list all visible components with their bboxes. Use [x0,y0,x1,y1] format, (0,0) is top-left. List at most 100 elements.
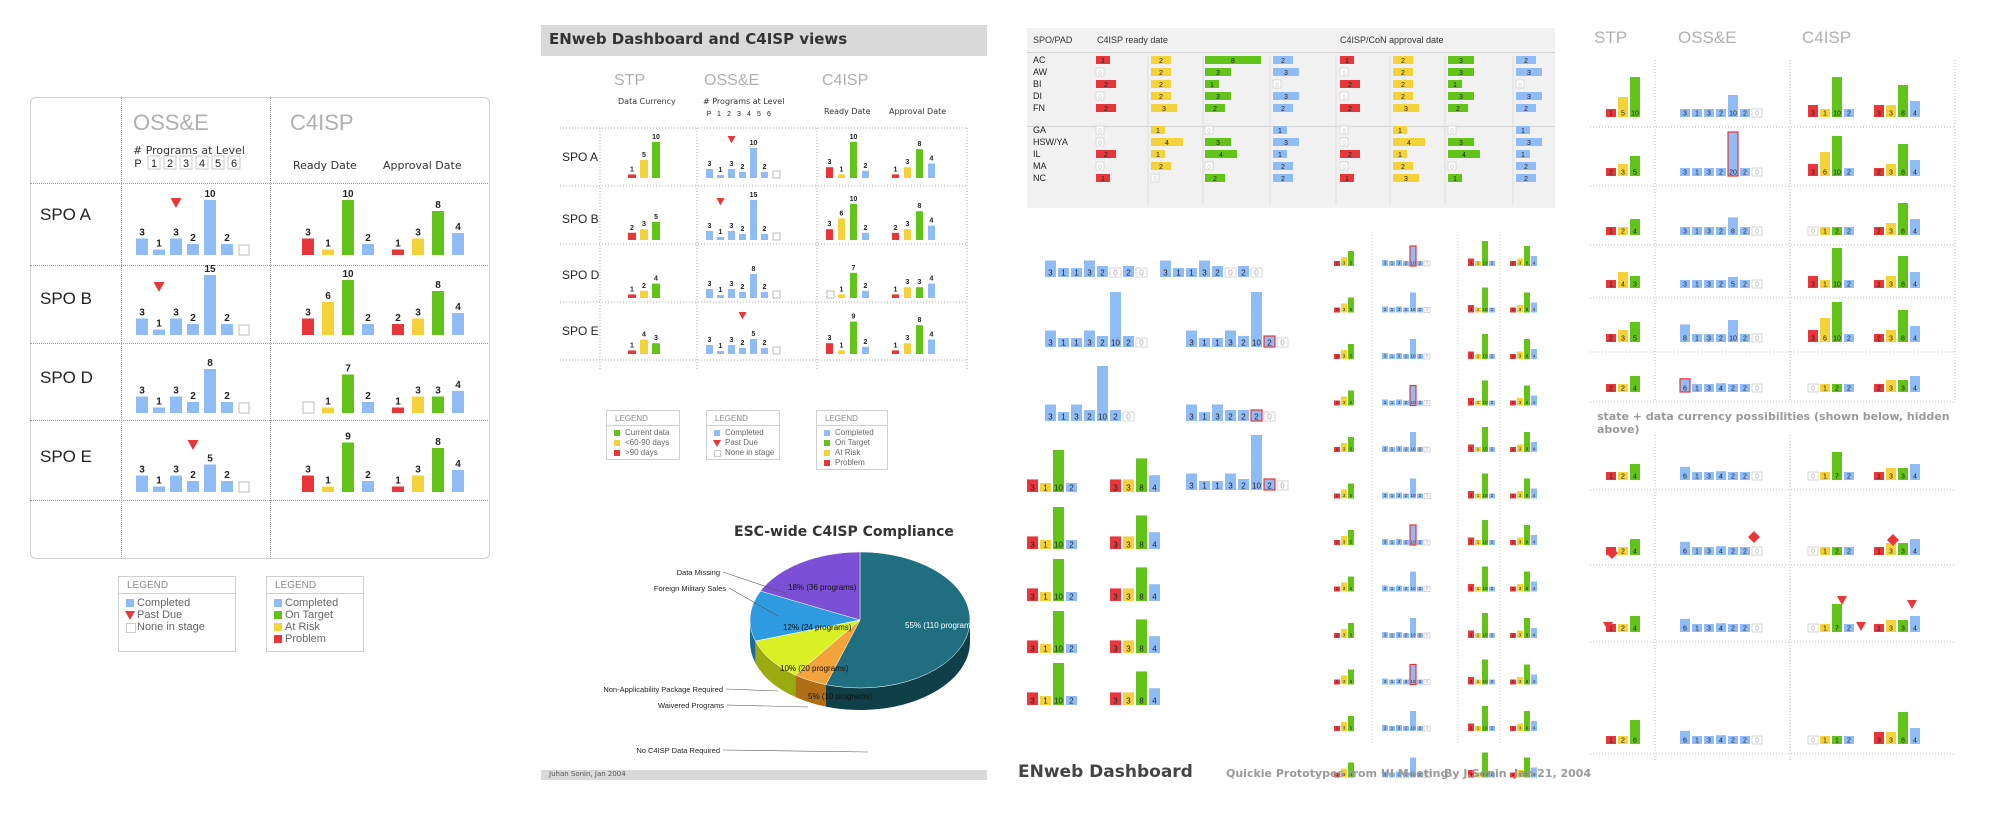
level-label: 2 [727,111,731,118]
bar-value-label: 1 [894,286,898,293]
bar-value-label: 0 [1126,413,1131,422]
bar [1468,584,1474,592]
bar-value-label: 3 [918,279,922,286]
bar-value-label: 4 [1533,354,1536,359]
bar-value-label: 10 [1482,679,1488,684]
bar-value-label: 5 [1731,282,1735,289]
bar-value-label: 2 [1621,626,1625,633]
bar [1716,471,1726,480]
pie-slice-value: 5% (10 programs) [808,692,872,701]
bar-value-label: 2 [1267,339,1272,348]
bar-value-label: 8 [1526,400,1529,405]
bar-value-label: 2 [1087,413,1092,422]
bar-value-label: 2 [1719,170,1723,177]
bar [1704,280,1714,288]
bar-value-label: 1 [1512,354,1515,359]
bar-value-label: 3 [1343,354,1346,359]
bar [1334,447,1340,452]
bar [1516,68,1542,76]
bar-value-label: 3 [1470,726,1473,731]
bar-value-label: 8 [435,280,441,291]
bar-value-label: 1 [1043,484,1048,493]
legend-item: Problem [817,458,887,468]
bar-value-label: 3 [1343,307,1346,312]
spo-row-label: SPO E [562,324,599,338]
bar [750,339,757,354]
bar [1630,464,1640,480]
past-due-icon [713,440,721,447]
bar-value-label: 3 [1470,633,1473,638]
bar [728,289,735,298]
bar-value-label: 1 [1336,540,1339,545]
empty-stage-box [1276,480,1289,491]
bar [1468,723,1474,731]
legend-item: On Target [817,438,887,448]
bar-value-label: 1 [1877,474,1881,481]
bar-value-label: 3 [1707,336,1711,343]
bar [1403,772,1409,778]
bar [1475,679,1481,685]
bar [1844,109,1854,117]
empty-stage-box [1339,91,1349,101]
bar [1389,400,1395,406]
bar [1517,444,1523,452]
bar-value-label: 4 [1621,282,1625,289]
bar [1704,547,1714,555]
swatch [824,460,830,466]
bar-value-label: 3 [1889,170,1893,177]
bar-value-label: 10 [1833,170,1841,177]
spo-pad-label: GA [1033,125,1046,135]
legend-item: None in stage [119,621,235,633]
empty-stage-box [1095,67,1105,77]
bar [1482,520,1488,545]
leader-line [722,571,786,594]
bar-value-label: 1 [840,286,844,293]
bar [1740,280,1750,288]
level-box [147,155,161,170]
bar [1123,479,1134,492]
bar-value-label: 5 [1350,726,1353,731]
empty-stage-box [1807,226,1819,236]
bar [1389,307,1395,313]
bar-value-label: 2 [1405,586,1408,591]
bar-value-label: 2 [1405,679,1408,684]
bar-value-label: 1 [1278,128,1282,135]
bar-value-label: 2 [1348,82,1352,89]
bar-value-label: 1 [1823,626,1827,633]
empty-stage-box [1751,167,1763,177]
bar-value-label: 1 [1477,540,1480,545]
bar [1468,305,1474,313]
bar-value-label: 0 [1153,177,1157,183]
bar [1692,227,1702,235]
bar-value-label: 0 [1139,339,1144,348]
empty-stage-box [772,170,781,179]
bar [1066,696,1077,705]
bar-value-label: 0 [1426,540,1429,545]
bar-value-label: 2 [224,233,230,244]
bar [1874,732,1884,744]
bar [1516,150,1530,158]
level-label: 4 [747,111,751,118]
bar-value-label: 4 [1533,400,1536,405]
bar-value-label: 10 [1111,339,1120,348]
bar [452,391,464,413]
bar [1123,266,1134,277]
bar [1510,586,1516,592]
bar [761,234,768,240]
bar-value-label: 10 [204,189,216,200]
bar [862,290,869,298]
bar-value-label: 10 [1410,261,1416,266]
bar-value-label: 2 [1491,261,1494,266]
empty-stage-box [1423,307,1431,313]
legend-item: Problem [267,633,363,645]
bar [1475,586,1481,592]
bar-value-label: 3 [1707,282,1711,289]
bar-value-label: 2 [1126,269,1131,278]
bar [706,231,713,240]
bar [1482,287,1488,313]
bar-value-label: 10 [1054,541,1063,550]
bar [1273,104,1293,112]
legend-item: None in stage [707,448,779,458]
bar [1468,491,1474,499]
bar [1468,677,1474,685]
